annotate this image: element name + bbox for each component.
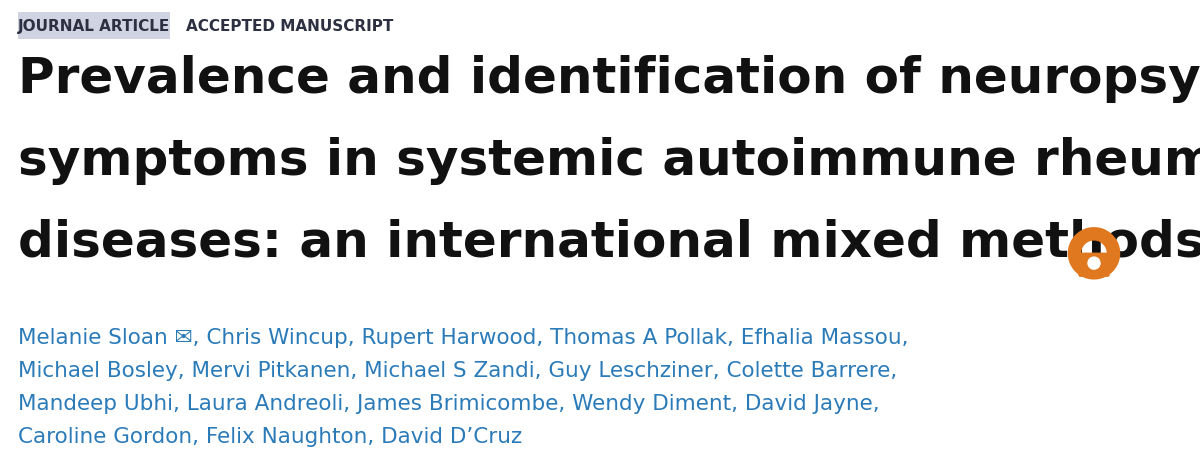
- Text: Melanie Sloan ✉, Chris Wincup, Rupert Harwood, Thomas A Pollak, Efhalia Massou,: Melanie Sloan ✉, Chris Wincup, Rupert Ha…: [18, 327, 908, 347]
- FancyBboxPatch shape: [18, 13, 170, 40]
- Text: JOURNAL ARTICLE: JOURNAL ARTICLE: [18, 19, 170, 34]
- Text: Michael Bosley, Mervi Pitkanen, Michael S Zandi, Guy Leschziner, Colette Barrere: Michael Bosley, Mervi Pitkanen, Michael …: [18, 360, 898, 380]
- Text: symptoms in systemic autoimmune rheumatic: symptoms in systemic autoimmune rheumati…: [18, 137, 1200, 184]
- Text: ACCEPTED MANUSCRIPT: ACCEPTED MANUSCRIPT: [186, 19, 394, 34]
- FancyBboxPatch shape: [1079, 253, 1110, 277]
- Text: Caroline Gordon, Felix Naughton, David D’Cruz: Caroline Gordon, Felix Naughton, David D…: [18, 426, 522, 446]
- Text: Prevalence and identification of neuropsychiatric: Prevalence and identification of neurops…: [18, 55, 1200, 103]
- Circle shape: [1088, 258, 1100, 270]
- Text: Mandeep Ubhi, Laura Andreoli, James Brimicombe, Wendy Diment, David Jayne,: Mandeep Ubhi, Laura Andreoli, James Brim…: [18, 393, 880, 413]
- Text: diseases: an international mixed methods study: diseases: an international mixed methods…: [18, 219, 1200, 267]
